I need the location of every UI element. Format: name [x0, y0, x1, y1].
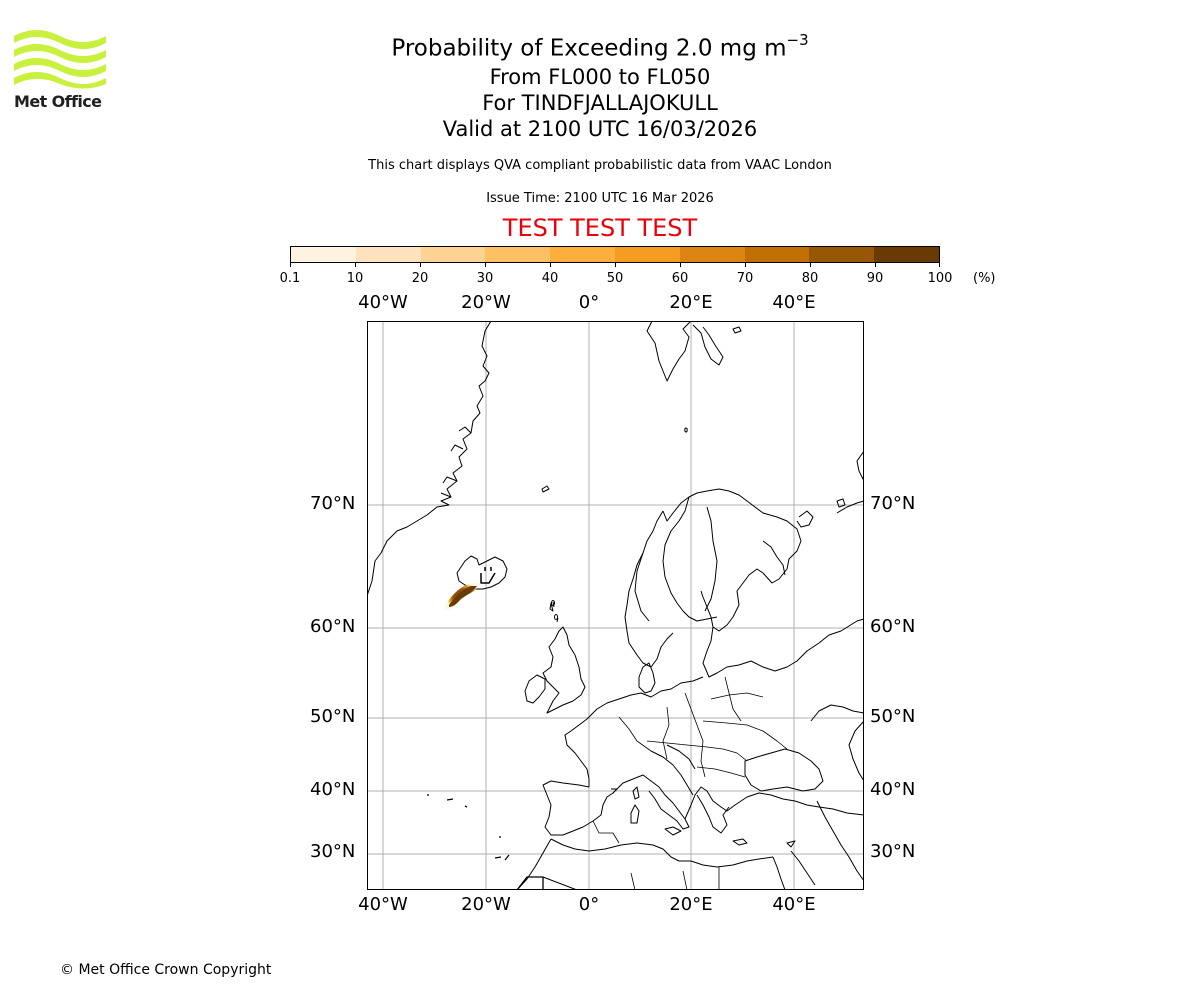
lon-label-bottom: 40°W	[358, 894, 408, 915]
colorbar-label: 100	[927, 271, 953, 286]
colorbar-segment-0-10	[291, 247, 356, 262]
colorbar-segment-50-60	[614, 247, 680, 262]
lat-label-right: 70°N	[870, 493, 916, 514]
lat-label-right: 60°N	[870, 616, 916, 637]
issue-time: Issue Time: 2100 UTC 16 Mar 2026	[486, 191, 714, 206]
chart-title: Probability of Exceeding 2.0 mg m−3	[0, 27, 1200, 64]
colorbar-tick	[550, 262, 551, 267]
met-office-logo: Met Office	[14, 30, 110, 112]
colorbar-unit: (%)	[973, 271, 996, 286]
lon-label-bottom: 40°E	[772, 894, 816, 915]
probability-colorbar	[290, 246, 940, 263]
test-banner: TEST TEST TEST	[502, 214, 698, 242]
colorbar-label: 50	[606, 271, 624, 286]
colorbar-segment-10-20	[355, 247, 421, 262]
colorbar-tick	[875, 262, 876, 267]
lat-label-left: 40°N	[310, 779, 356, 800]
flight-level-range: From FL000 to FL050	[489, 65, 711, 89]
copyright-notice: © Met Office Crown Copyright	[60, 962, 272, 978]
colorbar-label: 80	[801, 271, 819, 286]
map-panel	[366, 320, 865, 891]
lat-label-left: 50°N	[310, 706, 356, 727]
lat-label-right: 30°N	[870, 841, 916, 862]
lon-label-bottom: 0°	[578, 894, 600, 915]
lon-label-top: 20°W	[461, 292, 511, 313]
lon-label-top: 0°	[578, 292, 600, 313]
colorbar-tick	[485, 262, 486, 267]
colorbar-label: 20	[411, 271, 429, 286]
coastlines	[366, 320, 865, 891]
colorbar-label: 70	[736, 271, 754, 286]
volcano-name: For TINDFJALLAJOKULL	[482, 91, 718, 115]
colorbar-tick	[290, 262, 291, 267]
colorbar-tick	[810, 262, 811, 267]
colorbar-tick	[745, 262, 746, 267]
lon-label-bottom: 20°W	[461, 894, 511, 915]
ash-plume	[445, 583, 481, 611]
colorbar-label: 90	[866, 271, 884, 286]
colorbar-segment-30-40	[485, 247, 551, 262]
colorbar-label: 40	[541, 271, 559, 286]
colorbar-label: 60	[671, 271, 689, 286]
europe-map	[366, 320, 865, 891]
colorbar-segment-90-100	[874, 247, 939, 262]
chart-title-text: Probability of Exceeding 2.0 mg m	[391, 35, 787, 62]
chart-title-exponent: −3	[786, 31, 809, 49]
gridlines	[367, 321, 864, 890]
lat-label-right: 40°N	[870, 779, 916, 800]
lon-label-top: 20°E	[669, 292, 713, 313]
valid-time: Valid at 2100 UTC 16/03/2026	[442, 117, 758, 141]
colorbar-label: 0.1	[279, 271, 301, 286]
colorbar-tick	[615, 262, 616, 267]
colorbar-tick	[939, 262, 940, 267]
lon-label-top: 40°W	[358, 292, 408, 313]
colorbar-segment-20-30	[420, 247, 486, 262]
colorbar-label: 10	[346, 271, 364, 286]
colorbar-segment-60-70	[679, 247, 745, 262]
lon-label-top: 40°E	[772, 292, 816, 313]
chart-description: This chart displays QVA compliant probab…	[368, 158, 832, 173]
colorbar-segment-70-80	[744, 247, 810, 262]
colorbar-label: 30	[476, 271, 494, 286]
lon-label-bottom: 20°E	[669, 894, 713, 915]
colorbar-segment-80-90	[809, 247, 875, 262]
colorbar-tick	[420, 262, 421, 267]
colorbar-tick	[680, 262, 681, 267]
logo-wordmark: Met Office	[14, 92, 102, 111]
lat-label-left: 70°N	[310, 493, 356, 514]
colorbar-segment-40-50	[550, 247, 615, 262]
colorbar-tick	[355, 262, 356, 267]
lat-label-left: 30°N	[310, 841, 356, 862]
met-office-waves-icon	[14, 30, 106, 89]
lat-label-right: 50°N	[870, 706, 916, 727]
lat-label-left: 60°N	[310, 616, 356, 637]
